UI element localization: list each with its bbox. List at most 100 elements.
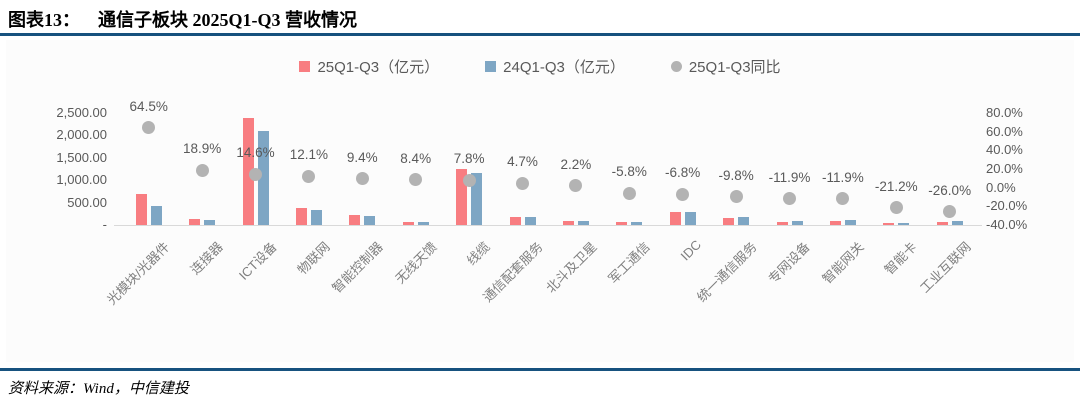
legend-label: 24Q1-Q3（亿元） [503, 59, 625, 76]
yoy-dot[interactable] [622, 186, 636, 200]
bar-25q1q3[interactable] [189, 219, 201, 225]
x-axis-category-label: IDC [677, 237, 705, 264]
x-axis-category-label: 军工通信 [605, 239, 654, 287]
bar-24q1q3[interactable] [524, 217, 536, 225]
bar-24q1q3[interactable] [417, 222, 429, 225]
yoy-data-label: -6.8% [665, 165, 701, 180]
bar-24q1q3[interactable] [364, 216, 376, 225]
x-axis-category-label: 无线天馈 [392, 239, 440, 287]
y-axis-left-tick: 1,500.00 [56, 149, 107, 165]
yoy-dot[interactable] [569, 179, 583, 193]
bar-24q1q3[interactable] [631, 222, 643, 225]
yoy-data-label: -26.0% [928, 182, 972, 198]
y-axis-right-tick: 20.0% [986, 161, 1023, 176]
yoy-dot[interactable] [889, 201, 903, 214]
yoy-data-label: 64.5% [129, 98, 168, 114]
bar-24q1q3[interactable] [844, 220, 856, 225]
legend-item-1[interactable]: 24Q1-Q3（亿元） [485, 56, 625, 77]
yoy-dot[interactable] [302, 169, 316, 183]
y-axis-right-tick: 60.0% [986, 123, 1023, 139]
y-axis-left-tick: 500.00 [67, 194, 107, 210]
yoy-dot[interactable] [409, 173, 423, 187]
bar-25q1q3[interactable] [723, 218, 735, 225]
yoy-dot[interactable] [355, 172, 369, 186]
bar-24q1q3[interactable] [150, 206, 162, 225]
y-axis-right-tick: 0.0% [986, 179, 1016, 195]
bar-24q1q3[interactable] [898, 223, 910, 225]
yoy-data-label: -5.8% [611, 164, 647, 180]
bar-24q1q3[interactable] [204, 220, 216, 225]
legend-label: 25Q1-Q3同比 [688, 59, 781, 76]
x-axis-category-label: 连接器 [187, 239, 226, 278]
bar-24q1q3[interactable] [951, 221, 963, 225]
yoy-data-label: -11.9% [822, 169, 864, 185]
yoy-dot[interactable] [516, 176, 529, 190]
yoy-dot[interactable] [836, 192, 850, 206]
yoy-data-label: -9.8% [718, 167, 754, 183]
bar-24q1q3[interactable] [791, 221, 803, 225]
bar-25q1q3[interactable] [295, 208, 307, 225]
bar-25q1q3[interactable] [829, 221, 841, 225]
yoy-dot[interactable] [729, 190, 743, 204]
bar-24q1q3[interactable] [577, 221, 589, 225]
bar-25q1q3[interactable] [135, 194, 147, 225]
bar-25q1q3[interactable] [456, 169, 468, 225]
x-axis-category-label: 光模块/光器件 [104, 239, 173, 308]
bar-25q1q3[interactable] [669, 212, 681, 225]
legend-item-2[interactable]: 25Q1-Q3同比 [670, 56, 781, 77]
yoy-dot[interactable] [195, 163, 209, 177]
bar-24q1q3[interactable] [257, 131, 269, 225]
bar-24q1q3[interactable] [471, 173, 483, 225]
bar-25q1q3[interactable] [562, 221, 574, 225]
figure-label: 图表13： [8, 10, 80, 30]
bar-25q1q3[interactable] [349, 215, 361, 225]
y-axis-left-tick: 1,000.00 [56, 172, 107, 188]
yoy-data-label: 8.4% [400, 150, 432, 166]
bar-25q1q3[interactable] [776, 222, 788, 225]
source-note: 资料来源：Wind，中信建投 [8, 381, 189, 397]
yoy-dot[interactable] [943, 205, 957, 219]
x-axis-category-label: 智能网关 [819, 239, 867, 287]
bar-25q1q3[interactable] [509, 217, 521, 225]
legend-dot-marker [670, 61, 682, 72]
yoy-data-label: 12.1% [289, 147, 329, 163]
legend-label: 25Q1-Q3（亿元） [317, 59, 440, 76]
y-axis-right-tick: -20.0% [986, 198, 1028, 214]
x-axis-category-label: ICT设备 [235, 239, 280, 283]
yoy-data-label: 18.9% [182, 141, 222, 156]
y-axis-right-tick: 80.0% [986, 105, 1023, 120]
bar-24q1q3[interactable] [310, 210, 322, 225]
bar-25q1q3[interactable] [883, 223, 895, 225]
yoy-data-label: 7.8% [453, 151, 485, 167]
bar-25q1q3[interactable] [402, 222, 414, 225]
bar-24q1q3[interactable] [738, 217, 750, 225]
bar-25q1q3[interactable] [242, 118, 254, 225]
legend-bar-marker [299, 61, 311, 72]
y-axis-left-tick: - [102, 217, 107, 232]
bar-25q1q3[interactable] [936, 222, 948, 225]
x-axis-category-label: 北斗及卫星 [543, 239, 600, 296]
bar-25q1q3[interactable] [616, 222, 628, 225]
figure-title: 图表13： 通信子板块 2025Q1-Q3 营收情况 [8, 6, 357, 32]
yoy-dot[interactable] [462, 173, 476, 187]
x-axis-category-label: 专网设备 [765, 239, 814, 287]
chart-legend: 25Q1-Q3（亿元） 24Q1-Q3（亿元） 25Q1-Q3同比 [0, 56, 1080, 77]
x-axis-category-label: 物联网 [294, 239, 333, 278]
x-axis-category-label: 智能控制器 [329, 239, 387, 296]
yoy-data-label: 2.2% [560, 156, 592, 172]
legend-item-0[interactable]: 25Q1-Q3（亿元） [299, 56, 439, 77]
y-axis-left-tick: 2,500.00 [56, 105, 107, 120]
yoy-data-label: -11.9% [768, 169, 811, 185]
yoy-dot[interactable] [783, 192, 796, 206]
yoy-data-label: 9.4% [346, 149, 378, 165]
figure-name: 通信子板块 2025Q1-Q3 营收情况 [98, 10, 357, 30]
x-axis-line [114, 225, 982, 226]
yoy-dot[interactable] [249, 167, 262, 181]
legend-bar-marker [485, 61, 497, 72]
x-axis-category-label: 工业互联网 [916, 239, 974, 296]
bar-24q1q3[interactable] [684, 212, 696, 225]
yoy-dot[interactable] [676, 187, 690, 201]
yoy-dot[interactable] [142, 121, 156, 134]
y-axis-right-tick: -40.0% [986, 217, 1028, 232]
